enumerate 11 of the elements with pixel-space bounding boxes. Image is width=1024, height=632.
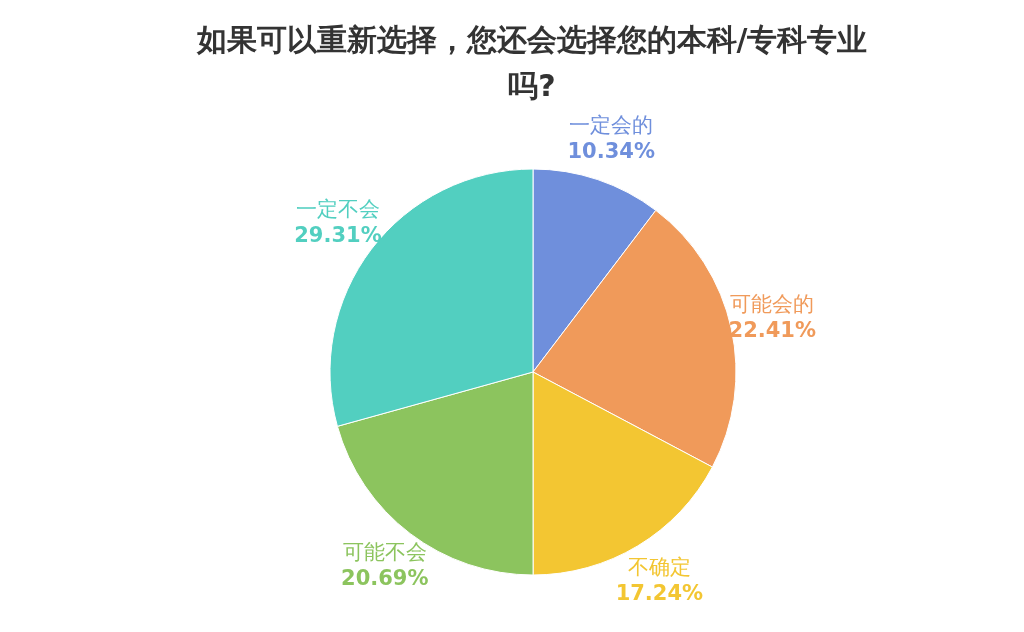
data-label: 17.24% — [615, 580, 704, 605]
data-label: 20.69% — [341, 566, 429, 591]
chart-title: 如果可以重新选择，您还会选择您的本科/专科专业吗? — [195, 22, 868, 103]
slice-label: 一定会的 — [569, 112, 654, 137]
data-label: 22.41% — [728, 318, 816, 343]
slice-label: 可能不会 — [342, 540, 427, 565]
slice-label: 不确定 — [627, 554, 691, 579]
slice-label: 可能会的 — [730, 292, 815, 317]
data-label: 29.31% — [294, 222, 382, 247]
data-label: 10.34% — [567, 138, 655, 163]
slice-label: 一定不会 — [295, 196, 380, 221]
